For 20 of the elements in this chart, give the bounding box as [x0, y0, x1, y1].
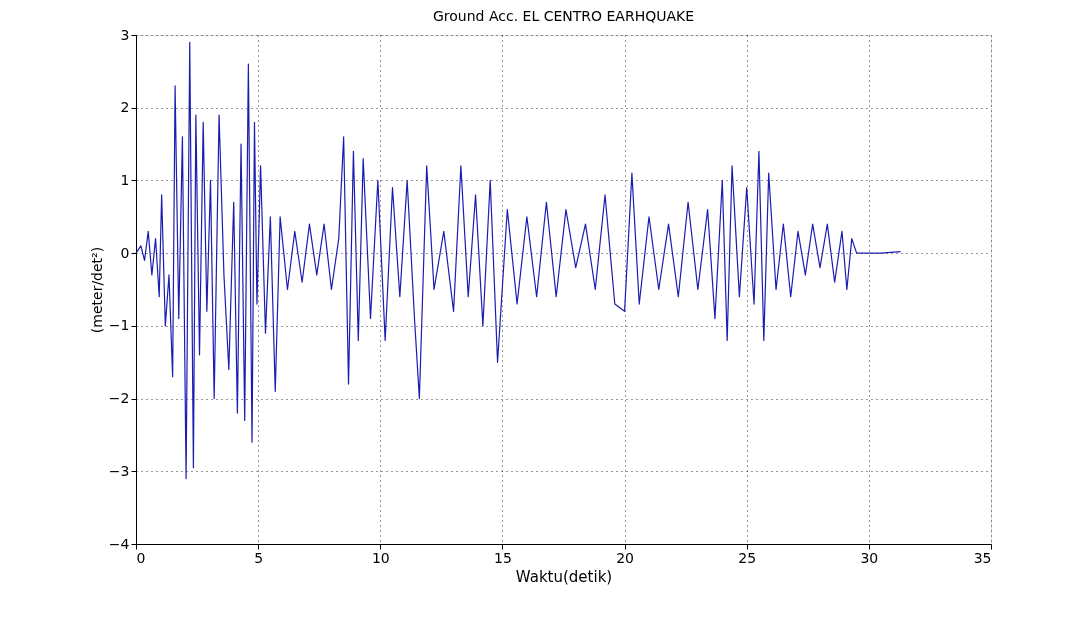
y-tick-label: −2 [108, 390, 130, 407]
x-tick-label: 35 [973, 549, 992, 566]
y-axis-title: (meter/det²) [88, 246, 105, 334]
x-tick-label: 15 [494, 549, 512, 566]
x-tick-label: 20 [616, 549, 634, 566]
y-tick-label: 3 [120, 26, 130, 43]
y-tick-label: 2 [120, 99, 130, 116]
y-tick-label: 0 [120, 244, 130, 261]
y-tick-label: 1 [120, 171, 130, 188]
chart-title: Ground Acc. EL CENTRO EARHQUAKE [432, 8, 695, 24]
x-axis-title: Waktu(detik) [515, 567, 613, 586]
y-tick-label: −3 [108, 462, 130, 479]
y-tick-label: −4 [108, 535, 130, 552]
x-tick-label: 25 [738, 549, 757, 566]
x-tick-label: 5 [254, 549, 264, 566]
y-tick-label: −1 [108, 317, 130, 334]
x-tick-label: 30 [860, 549, 879, 566]
x-tick-label: 10 [371, 549, 390, 566]
x-tick-label: 0 [136, 549, 146, 566]
line-series [135, 41, 902, 480]
